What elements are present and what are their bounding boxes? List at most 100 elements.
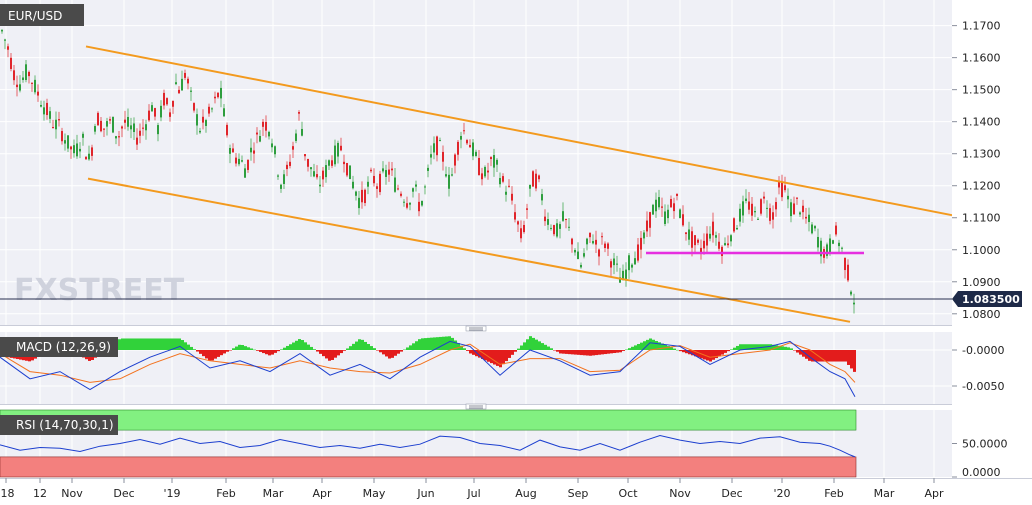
candle-body (283, 174, 285, 184)
macd-histogram-bar (667, 346, 670, 350)
macd-histogram-bar (142, 338, 145, 350)
macd-histogram-bar (325, 350, 328, 359)
candle-body (715, 235, 717, 238)
macd-histogram-bar (541, 343, 544, 350)
candle-body (331, 160, 333, 166)
candle-body (436, 136, 438, 156)
candle-body (610, 261, 612, 268)
price-tick-label: 1.1700 (962, 20, 1001, 33)
macd-histogram-bar (574, 350, 577, 355)
candle-body (571, 238, 573, 245)
candle-body (190, 90, 192, 92)
candle-body (475, 151, 477, 157)
macd-histogram-bar (304, 342, 307, 350)
candle-body (1, 30, 3, 32)
macd-histogram-bar (550, 348, 553, 350)
macd-histogram-bar (580, 350, 583, 356)
candle-body (19, 84, 21, 91)
macd-histogram-bar (265, 350, 268, 355)
price-tick-label: 1.1600 (962, 52, 1001, 65)
candle-body (226, 124, 228, 136)
macd-histogram-bar (610, 350, 613, 354)
macd-histogram-bar (118, 339, 121, 350)
macd-histogram-bar (721, 350, 724, 355)
panel-splitter-2[interactable] (0, 403, 952, 410)
macd-histogram-bar (799, 350, 802, 355)
x-tick-label: Apr (924, 487, 944, 500)
price-y-axis: 1.1700 1.1600 1.1500 1.1400 1.1300 1.1200 1.11… (952, 0, 1032, 325)
macd-histogram-bar (205, 350, 208, 359)
candle-body (628, 255, 630, 271)
candle-body (691, 231, 693, 248)
candle-body (646, 220, 648, 232)
candle-body (328, 160, 330, 166)
candle-body (808, 214, 810, 223)
macd-histogram-bar (778, 345, 781, 350)
candle-body (580, 264, 582, 268)
candle-body (259, 136, 261, 142)
macd-histogram-bar (163, 338, 166, 350)
macd-histogram-bar (361, 339, 364, 350)
macd-histogram-bar (460, 345, 463, 350)
candle-body (724, 243, 726, 246)
macd-histogram-bar (841, 350, 844, 362)
macd-histogram-bar (676, 349, 679, 351)
candle-body (127, 116, 129, 127)
panel-splitter-1[interactable] (0, 325, 952, 332)
macd-histogram-bar (358, 339, 361, 350)
macd-histogram-bar (730, 349, 733, 350)
candle-body (664, 211, 666, 224)
candle-body (445, 174, 447, 177)
candle-body (130, 125, 132, 130)
macd-histogram-bar (433, 337, 436, 350)
macd-histogram-bar (529, 336, 532, 350)
macd-histogram-bar (655, 341, 658, 350)
candle-body (61, 131, 63, 142)
macd-histogram-bar (412, 343, 415, 350)
candle-body (538, 175, 540, 180)
macd-histogram-bar (853, 350, 856, 372)
macd-histogram-bar (130, 338, 133, 350)
candle-body (490, 157, 492, 160)
candle-body (619, 277, 621, 283)
macd-histogram-bar (706, 350, 709, 361)
candle-body (511, 193, 513, 201)
candle-body (802, 205, 804, 213)
candle-body (754, 211, 756, 213)
candle-body (817, 236, 819, 248)
candle-body (286, 164, 288, 170)
macd-histogram-bar (172, 338, 175, 350)
macd-histogram-bar (823, 350, 826, 362)
candle-body (643, 232, 645, 239)
x-tick-label: Nov (669, 487, 691, 500)
candle-body (121, 126, 123, 129)
candle-body (451, 174, 453, 176)
candle-body (529, 184, 531, 189)
macd-histogram-bar (691, 350, 694, 356)
macd-histogram-bar (436, 337, 439, 350)
candle-body (787, 195, 789, 200)
rsi-tick-label: 50.0000 (962, 438, 1008, 451)
price-tick-label: 1.1100 (962, 212, 1001, 225)
macd-histogram-bar (619, 350, 622, 353)
macd-histogram-bar (397, 350, 400, 354)
candle-body (763, 196, 765, 199)
macd-histogram-bar (283, 347, 286, 350)
macd-histogram-bar (790, 348, 793, 350)
macd-histogram-bar (340, 350, 343, 354)
macd-histogram-bar (781, 346, 784, 350)
x-tick-label: Mar (263, 487, 284, 500)
x-tick-label: Feb (216, 487, 235, 500)
candle-body (790, 202, 792, 217)
candle-body (115, 136, 117, 139)
macd-histogram-bar (757, 344, 760, 350)
candle-body (205, 120, 207, 126)
candle-body (289, 161, 291, 166)
macd-histogram-bar (826, 350, 829, 362)
macd-histogram-bar (220, 350, 223, 356)
x-tick-label: '20 (773, 487, 790, 500)
candle-body (829, 238, 831, 253)
candle-body (376, 186, 378, 189)
macd-histogram-bar (625, 349, 628, 351)
candle-body (487, 170, 489, 173)
